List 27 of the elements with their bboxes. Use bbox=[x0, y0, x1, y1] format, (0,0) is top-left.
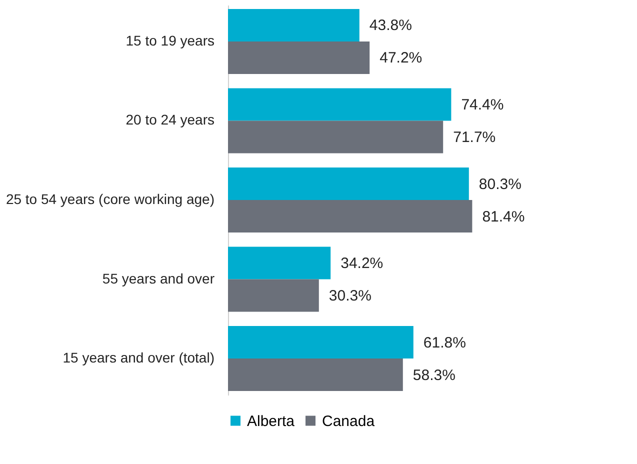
data-label: 30.3% bbox=[328, 288, 372, 305]
legend-label: Alberta bbox=[247, 412, 296, 430]
data-label: 61.8% bbox=[423, 334, 466, 352]
y-tick-label: 25 to 54 years (core working age) bbox=[6, 191, 214, 207]
bar bbox=[228, 326, 414, 359]
data-label: 81.4% bbox=[482, 208, 525, 226]
data-label: 74.4% bbox=[461, 96, 504, 114]
y-tick-label: 20 to 24 years bbox=[126, 112, 214, 128]
y-tick-label: 15 years and over (total) bbox=[62, 350, 214, 366]
bar bbox=[228, 8, 360, 42]
data-label: 71.7% bbox=[453, 128, 496, 146]
bar bbox=[228, 279, 319, 312]
bar bbox=[228, 358, 403, 392]
legend-label: Canada bbox=[322, 412, 376, 430]
bar bbox=[228, 41, 370, 74]
data-label: 58.3% bbox=[412, 366, 456, 384]
y-tick-label: 15 to 19 years bbox=[126, 32, 214, 48]
bar bbox=[228, 88, 452, 121]
data-label: 80.3% bbox=[478, 176, 522, 193]
data-label: 43.8% bbox=[369, 17, 412, 34]
data-label: 47.2% bbox=[380, 50, 422, 67]
bar bbox=[228, 168, 469, 200]
bar bbox=[228, 120, 444, 154]
y-tick-label: 55 years and over bbox=[102, 270, 215, 286]
data-label: 34.2% bbox=[340, 255, 384, 272]
bar bbox=[228, 246, 331, 280]
bar bbox=[228, 200, 472, 232]
